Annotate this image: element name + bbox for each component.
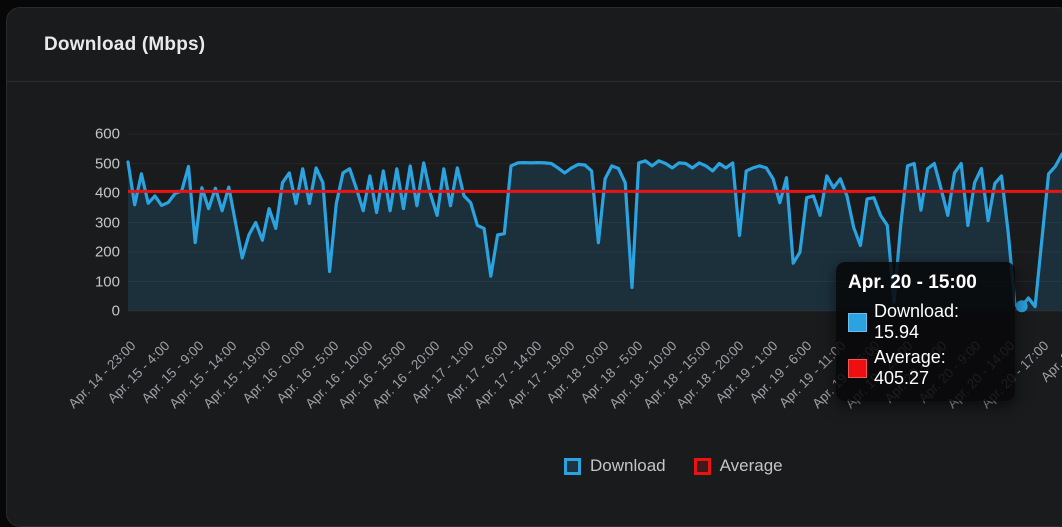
tooltip-row-download: Download: 15.94: [848, 301, 1003, 343]
download-line: [126, 152, 1062, 309]
legend-label-average: Average: [719, 456, 783, 475]
chart-plot-area[interactable]: [0, 0, 1062, 516]
chart-region: 600 500 400 300 200 100 0 Apr. 14 - 23:00 Apr. …: [0, 0, 1062, 516]
highlight-dot: [1015, 300, 1028, 313]
legend-item-average[interactable]: Average: [693, 456, 783, 476]
card-header: Download (Mbps): [7, 8, 1062, 82]
tooltip-row-average: Average: 405.27: [848, 347, 1003, 389]
tooltip: Apr. 20 - 15:00 Download: 15.94 Average:…: [836, 262, 1015, 401]
tooltip-swatch-average-icon: [848, 358, 867, 378]
tooltip-title: Apr. 20 - 15:00: [848, 272, 977, 293]
y-axis-label: 300: [94, 214, 120, 231]
y-axis-label: 500: [94, 155, 120, 172]
legend-swatch-download-icon: [564, 457, 581, 475]
legend: Download Average: [564, 456, 783, 476]
y-axis-label: 100: [94, 273, 120, 290]
legend-label-download: Download: [590, 456, 666, 475]
y-axis-label: 0: [111, 302, 120, 320]
tooltip-value-average: Average: 405.27: [874, 347, 946, 388]
download-area-fill: [128, 154, 1062, 311]
tooltip-value-download: Download: 15.94: [874, 301, 960, 342]
legend-item-download[interactable]: Download: [564, 456, 666, 476]
y-axis-label: 200: [94, 243, 120, 261]
tooltip-swatch-download-icon: [848, 312, 867, 332]
chart-title: Download (Mbps): [44, 33, 206, 55]
y-axis-label: 600: [94, 125, 120, 143]
y-axis-label: 400: [94, 184, 120, 202]
legend-swatch-average-icon: [693, 457, 711, 475]
